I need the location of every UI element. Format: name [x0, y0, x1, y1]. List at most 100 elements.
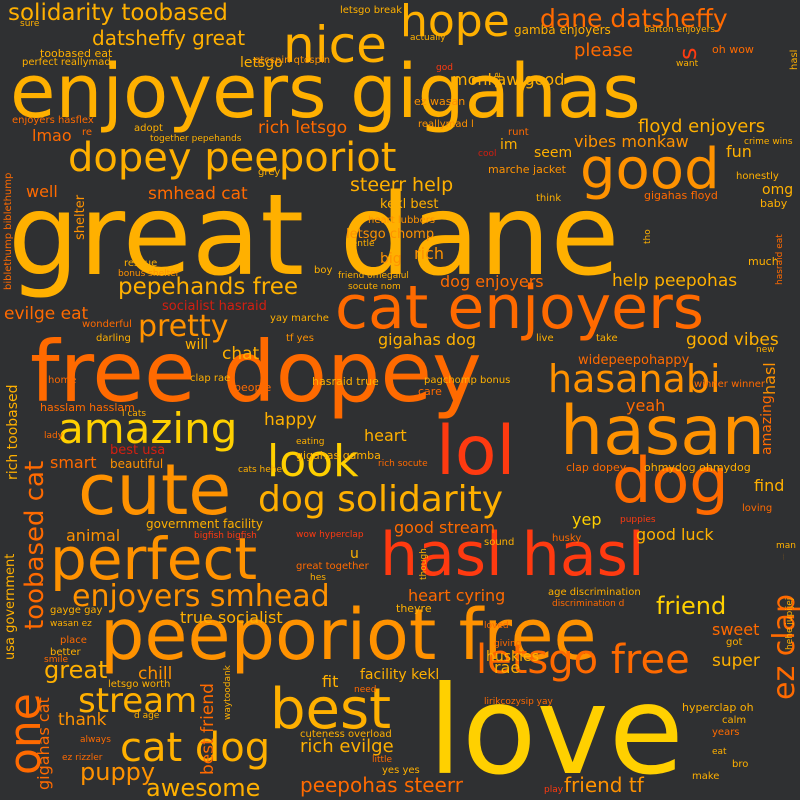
word-god: god [436, 63, 453, 73]
word-age-discrimination: age discrimination [548, 587, 641, 598]
word-honestly: honestly [736, 171, 779, 182]
word-ez-rizzler: ez rizzler [62, 753, 103, 763]
word-actually: actually [410, 33, 446, 43]
word-government-facility: government facility [146, 517, 263, 531]
word-toobased-cat: toobased cat [20, 460, 50, 630]
word-peeporiot-free: peeporiot free [100, 594, 597, 676]
word-dog: dog [612, 444, 729, 517]
word-awesome: awesome [146, 774, 261, 800]
word-cute: cute [78, 449, 232, 531]
word-heart: heart [364, 426, 407, 445]
word-perfect-reallymad: perfect reallymad [22, 57, 111, 68]
word-good: good [580, 137, 720, 202]
word-rich-socute: rich socute [378, 459, 428, 469]
word-think: think [536, 193, 562, 204]
word-wonderful: wonderful [82, 319, 132, 330]
word-got: got [726, 637, 743, 648]
word-rich-letsgo: rich letsgo [258, 118, 348, 138]
word-much: much [748, 255, 779, 268]
word-gigahas-gamba: gigahas gamba [296, 449, 381, 462]
word-want: want [676, 59, 699, 69]
word-calm: calm [722, 715, 747, 726]
word-dane-datsheffy: dane datsheffy [540, 4, 728, 33]
word-socialist-hasraid: socialist hasraid [162, 299, 267, 314]
word-loved: loved [484, 621, 509, 631]
word-grey: grey [258, 167, 281, 178]
word-loving: loving [742, 503, 773, 514]
word-place: place [60, 635, 87, 646]
word-gayge-gay: gayge gay [50, 605, 103, 616]
word-u: u [350, 546, 359, 562]
word-pretty: pretty [138, 309, 229, 344]
word-qtcspin-qtcspin: qtcspin qtcspin [254, 55, 331, 66]
word-hasan: hasan [560, 392, 765, 471]
word-best-friend: best friend [198, 683, 218, 775]
word-puppy: puppy [80, 758, 156, 786]
word-hyperclap-oh: hyperclap oh [682, 701, 754, 714]
word-love: love [428, 660, 684, 800]
word-crime-wins: crime wins [744, 137, 793, 147]
word-eat: eat [712, 747, 727, 757]
word-wow-hyperclap: wow hyperclap [296, 530, 364, 540]
word-hasraid-true: hasraid true [312, 375, 379, 388]
word-lirikcozysip-yay: lirikcozysip yay [484, 697, 553, 707]
word-pagchomp-bonus: pagchomp bonus [424, 375, 511, 386]
word-enjoyers-gigahas: enjoyers gigahas [10, 49, 641, 135]
word-cats-hehe: cats hehe [238, 465, 283, 475]
word-seem: seem [534, 145, 573, 161]
word-great: great [44, 656, 108, 684]
word-live: live [536, 333, 554, 344]
word-together-pepehands: together pepehands [150, 134, 242, 144]
word-re: re [82, 127, 93, 138]
word-though: though [419, 548, 429, 580]
word-great-dane: great dane [8, 171, 620, 301]
word-evilge-eat: evilge eat [4, 304, 89, 324]
word-heart-cyring: heart cyring [408, 586, 506, 605]
word-gamba-enjoyers: gamba enjoyers [514, 23, 611, 37]
word-gigahas-floyd: gigahas floyd [644, 189, 718, 202]
word-thank: thank [58, 710, 107, 730]
word-heart-lubbers: heart lubbers [368, 215, 436, 226]
word-play: play [544, 785, 564, 795]
word-care: care [418, 385, 442, 398]
word-sure: sure [20, 19, 40, 29]
word-runt: runt [508, 127, 529, 138]
word-chat: chat [222, 344, 260, 364]
word-ez-wasan: ez wasan [414, 95, 466, 108]
word-adopt: adopt [134, 123, 163, 134]
word-help-peepohas: help peepohas [612, 271, 738, 291]
word-friend-omegalul: friend omegalul [338, 271, 409, 281]
word-free-dopey: free dopey [30, 323, 482, 421]
word-hope: hope [400, 0, 510, 47]
word-waytoodank: waytoodank [223, 665, 233, 720]
word-man: man [776, 541, 796, 551]
word-friend: friend [656, 592, 727, 620]
word-people: people [234, 381, 272, 394]
word-dopey-ez: hyperclap oh [784, 553, 785, 560]
word-clap-dopey: clap dopey [566, 461, 627, 474]
word-enjoyers-hasflex: enjoyers hasflex [12, 115, 94, 126]
word-winner-winner: winner winner [694, 379, 765, 390]
word-hehe-jupijej: hehe jupijej [785, 597, 795, 650]
word-nice: nice [283, 16, 387, 74]
word-letsgo-worth: letsgo worth [108, 679, 171, 690]
word-socute-nom: socute nom [348, 282, 401, 292]
word-ohmydog-ohmydog: ohmydog ohmydog [644, 461, 751, 474]
word-look: look [267, 436, 359, 487]
word-home: home [48, 375, 77, 386]
word-bigfish-bigfish: bigfish bigfish [194, 531, 257, 541]
word-monkaw-good: monkaw good [452, 70, 565, 89]
word-yay-marche: yay marche [270, 313, 329, 324]
word-steerr-help: steerr help [350, 174, 454, 196]
word-amazing-small: amazing [759, 395, 775, 455]
word-always: always [80, 735, 111, 745]
word-l-cats: l cats [122, 409, 147, 419]
word-great-together: great together [296, 561, 369, 572]
word-perfect: perfect [50, 525, 258, 593]
word-cool: cool [478, 149, 497, 159]
word-happy: happy [264, 410, 317, 430]
word-well: well [26, 182, 58, 201]
word-rich: rich [414, 244, 444, 263]
word-make: make [692, 771, 720, 782]
